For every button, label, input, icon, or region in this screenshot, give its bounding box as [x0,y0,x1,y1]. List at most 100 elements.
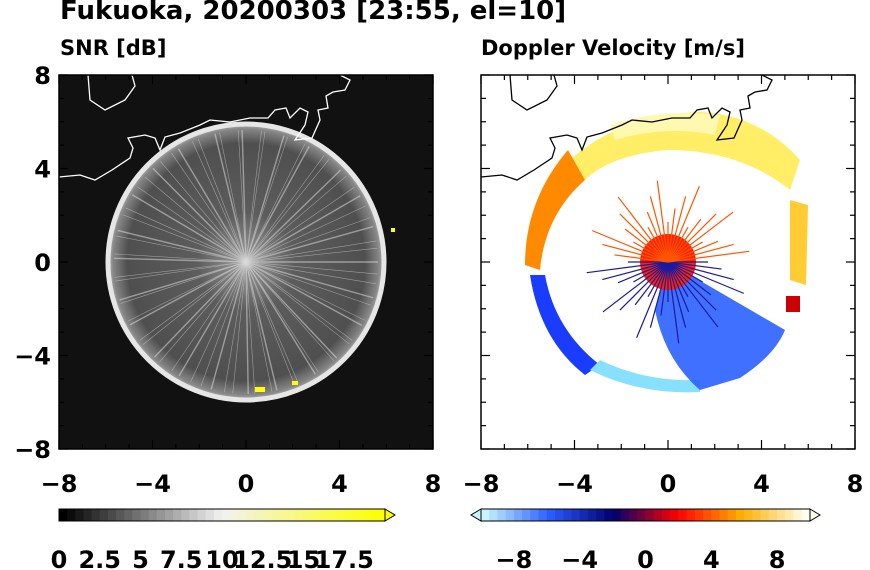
doppler-streak [647,227,669,263]
x-tick-label: −4 [556,470,593,498]
snr-axis-ticks [58,74,434,450]
snr-streak [245,261,335,361]
snr-streak [245,261,350,345]
colorbar-swatch [612,509,622,521]
colorbar-swatch [497,509,507,521]
doppler-streak [624,228,669,263]
doppler-streak [667,261,717,311]
snr-streak [245,143,306,263]
colorbar-extend-max [384,508,396,522]
snr-streak [245,225,374,263]
doppler-streak [667,261,690,313]
x-tick-label: 4 [753,470,770,498]
colorbar-swatch [546,509,556,521]
doppler-streak [667,227,689,263]
doppler-streak [636,261,669,338]
colorbar-swatch [768,509,778,521]
x-tick-label: −8 [41,470,78,498]
snr-streak [117,229,247,263]
snr-streak [245,195,361,263]
snr-streak [245,247,378,263]
doppler-panel-title: Doppler Velocity [m/s] [481,36,745,60]
colorbar-swatch [587,509,597,521]
colorbar-swatch [563,509,572,521]
colorbar-swatch [777,509,786,521]
doppler-streak [633,261,669,283]
snr-streak [171,261,247,372]
snr-streak [245,261,378,275]
colorbar-swatch [637,509,646,521]
snr-colorbar [58,508,396,522]
colorbar-swatch [727,509,737,521]
colorbar-swatch [83,509,93,521]
colorbar-swatch [555,509,564,521]
colorbar-swatch [181,509,190,521]
snr-streak [214,133,247,263]
figure-title: Fukuoka, 20200303 [23:55, el=10] [60,0,567,26]
colorbar-swatch [336,509,345,521]
snr-streak [159,261,247,362]
snr-streak [245,261,256,394]
snr-streak [171,152,247,263]
doppler-streak [667,186,700,263]
snr-streak [245,155,325,263]
doppler-echo-region [790,200,808,285]
colorbar-swatch [604,509,614,521]
colorbar-swatch [620,509,630,521]
colorbar-swatch [59,509,68,521]
colorbar-swatch [505,509,515,521]
colorbar-swatch [116,509,125,521]
snr-radial-streaks [114,130,378,394]
colorbar-swatch [107,509,117,521]
snr-streak [245,261,278,391]
snr-streak [232,261,247,394]
colorbar-swatch [579,509,589,521]
doppler-streak [667,211,734,263]
snr-streak [122,214,247,263]
colorbar-swatch [197,509,207,521]
snr-streak [114,261,247,278]
doppler-streak [667,261,687,328]
doppler-streak [619,261,669,311]
colorbar-swatch [230,509,239,521]
snr-streak [245,136,288,263]
x-tick-label: −4 [134,470,171,498]
y-tick-label: 0 [34,249,51,277]
snr-streak [245,261,374,299]
colorbar-swatch [99,509,109,521]
doppler-colorbar [470,508,821,522]
snr-streak [245,145,310,263]
doppler-streak [667,208,676,263]
colorbar-swatch [205,509,215,521]
colorbar-swatch [344,509,353,521]
colorbar-swatch [287,509,296,521]
colorbar-swatch [538,509,548,521]
colorbar-tick-label: 12.5 [233,546,292,570]
colorbar-tick-label: −8 [495,546,532,570]
colorbar-swatch [148,509,158,521]
colorbar-swatch [719,509,729,521]
colorbar-tick-label: 17.5 [315,546,374,570]
snr-streak [160,161,247,263]
colorbar-swatch [311,509,321,521]
colorbar-swatch [760,509,770,521]
snr-echo-ring [105,121,387,403]
x-tick-label: 0 [660,470,677,498]
x-tick-label: 8 [847,470,864,498]
colorbar-swatch [785,509,795,521]
y-tick-label: −4 [14,343,51,371]
colorbar-swatch [376,509,386,521]
tick-labels: −8 −4 0 4 8 8 4 0 −4 −8 −8 −4 0 4 8 0 2.5 5 7.5 1012.51517.… [14,62,863,570]
snr-streak [245,261,353,341]
doppler-echo-region [610,112,720,140]
colorbar-swatch [352,509,362,521]
doppler-streak [656,180,669,263]
snr-streak [245,135,285,263]
snr-streak [245,131,266,263]
snr-streak [127,261,247,322]
doppler-coastline [481,75,773,181]
colorbar-swatch [752,509,762,521]
doppler-echo-region [525,150,585,270]
snr-streak [245,159,330,263]
